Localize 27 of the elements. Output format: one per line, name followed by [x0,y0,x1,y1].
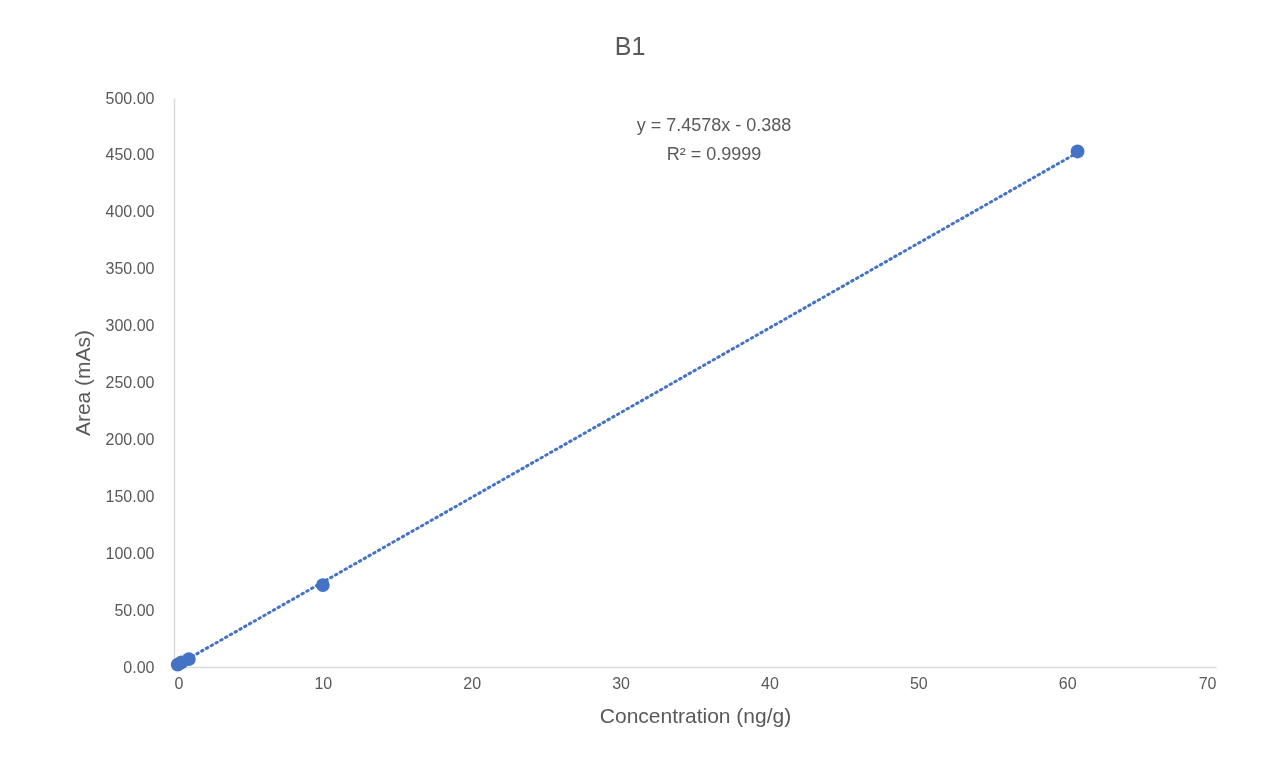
x-tick-label: 50 [909,674,928,692]
x-axis-title: Concentration (ng/g) [599,703,792,727]
x-tick-label: 70 [1198,674,1217,692]
annotation: R² = 0.9999 [666,144,762,164]
chart-title: B1 [614,32,646,60]
point [1070,144,1085,159]
y-tick-label: 250.00 [105,374,155,391]
y-tick-label: 0.00 [123,658,155,676]
y-tick-label: 50.00 [114,601,155,619]
y-tick-label: 300.00 [105,317,155,335]
x-tick-label: 10 [314,674,333,692]
y-axis-title: Area (mAs) [70,329,94,437]
point [315,578,330,592]
x-tick-label: 40 [761,674,779,692]
x-tick-label: 60 [1058,674,1077,692]
y-tick-label: 500.00 [105,89,155,107]
point [181,652,196,666]
y-tick-label: 100.00 [105,544,155,562]
x-tick-label: 20 [463,674,482,692]
y-tick-label: 200.00 [105,430,155,448]
y-tick-label: 450.00 [105,146,155,164]
x-tick-label: 30 [612,674,631,692]
annotation: y = 7.4578x - 0.388 [636,115,792,135]
y-tick-label: 350.00 [105,260,155,278]
x-tick-label: 0 [174,674,184,692]
y-tick-label: 150.00 [105,487,155,505]
y-tick-label: 400.00 [105,203,155,221]
